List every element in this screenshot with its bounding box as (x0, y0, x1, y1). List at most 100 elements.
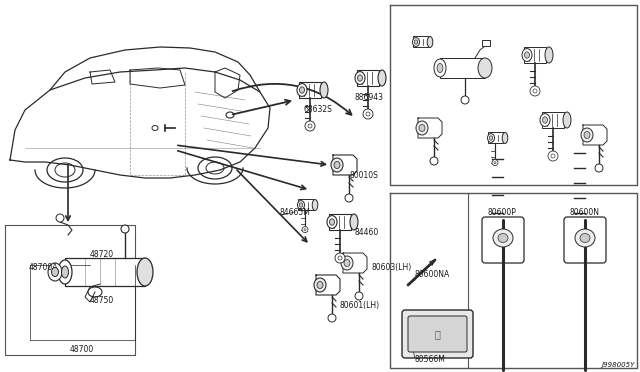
Ellipse shape (581, 128, 593, 142)
Ellipse shape (350, 214, 358, 230)
Circle shape (328, 314, 336, 322)
Ellipse shape (61, 266, 68, 278)
Ellipse shape (341, 256, 353, 270)
Circle shape (308, 124, 312, 128)
Ellipse shape (419, 125, 425, 131)
Ellipse shape (378, 70, 386, 86)
Circle shape (121, 225, 129, 233)
Ellipse shape (543, 117, 547, 123)
Text: 84665M: 84665M (280, 208, 311, 217)
Circle shape (355, 292, 363, 300)
Text: 80600NA: 80600NA (415, 270, 451, 279)
Ellipse shape (320, 82, 328, 98)
Ellipse shape (478, 58, 492, 78)
FancyBboxPatch shape (299, 82, 321, 98)
Ellipse shape (575, 229, 595, 247)
Ellipse shape (414, 40, 418, 44)
FancyBboxPatch shape (542, 112, 564, 128)
Ellipse shape (355, 71, 365, 84)
Ellipse shape (88, 287, 102, 297)
Circle shape (492, 160, 498, 166)
Text: 84460: 84460 (355, 228, 380, 237)
Text: 80601(LH): 80601(LH) (340, 301, 380, 310)
Circle shape (430, 157, 438, 165)
Ellipse shape (198, 157, 232, 179)
FancyBboxPatch shape (408, 316, 467, 352)
Ellipse shape (427, 36, 433, 48)
Circle shape (366, 112, 370, 116)
Text: 80010S: 80010S (350, 171, 379, 180)
Ellipse shape (525, 52, 529, 58)
Ellipse shape (51, 267, 58, 276)
Ellipse shape (416, 121, 428, 135)
Ellipse shape (580, 234, 590, 243)
Ellipse shape (563, 112, 571, 128)
Polygon shape (333, 155, 357, 175)
Text: 48720: 48720 (90, 250, 114, 259)
Polygon shape (343, 253, 367, 273)
Circle shape (335, 253, 345, 263)
FancyBboxPatch shape (329, 214, 351, 230)
FancyBboxPatch shape (65, 258, 145, 286)
FancyBboxPatch shape (440, 58, 485, 78)
FancyBboxPatch shape (482, 40, 490, 46)
Ellipse shape (330, 219, 335, 225)
Circle shape (304, 229, 306, 231)
Ellipse shape (55, 163, 75, 177)
FancyBboxPatch shape (524, 47, 546, 63)
Circle shape (548, 151, 558, 161)
FancyBboxPatch shape (564, 217, 606, 263)
Circle shape (302, 227, 308, 232)
Text: 48700: 48700 (70, 345, 94, 354)
Ellipse shape (358, 75, 362, 81)
Ellipse shape (298, 201, 305, 209)
Circle shape (305, 121, 315, 131)
Ellipse shape (334, 161, 340, 169)
Ellipse shape (522, 49, 532, 61)
Ellipse shape (312, 199, 318, 211)
Ellipse shape (493, 229, 513, 247)
Ellipse shape (226, 112, 234, 118)
Ellipse shape (584, 131, 590, 138)
Ellipse shape (489, 136, 493, 140)
Circle shape (530, 86, 540, 96)
Ellipse shape (434, 59, 446, 77)
Ellipse shape (300, 203, 303, 207)
Ellipse shape (317, 282, 323, 289)
Circle shape (494, 161, 496, 164)
Text: 48750: 48750 (90, 296, 115, 305)
FancyBboxPatch shape (413, 36, 428, 47)
Polygon shape (583, 125, 607, 145)
Ellipse shape (206, 162, 224, 174)
Polygon shape (418, 118, 442, 138)
Text: ⬥: ⬥ (434, 329, 440, 339)
Text: J998005Y: J998005Y (602, 362, 635, 368)
Circle shape (551, 154, 555, 158)
FancyBboxPatch shape (402, 310, 473, 358)
FancyBboxPatch shape (357, 70, 379, 86)
Circle shape (595, 164, 603, 172)
Ellipse shape (314, 278, 326, 292)
Circle shape (461, 96, 469, 104)
Ellipse shape (331, 158, 343, 172)
FancyBboxPatch shape (488, 132, 503, 143)
Ellipse shape (297, 84, 307, 96)
Ellipse shape (152, 125, 158, 131)
Circle shape (345, 194, 353, 202)
Text: 80603(LH): 80603(LH) (372, 263, 412, 272)
Ellipse shape (413, 38, 419, 46)
Text: 80600P: 80600P (488, 208, 517, 217)
Ellipse shape (545, 47, 553, 63)
Circle shape (363, 109, 373, 119)
Ellipse shape (137, 258, 153, 286)
Ellipse shape (327, 216, 337, 228)
Ellipse shape (488, 134, 495, 142)
Polygon shape (316, 275, 340, 295)
Ellipse shape (47, 158, 83, 182)
FancyBboxPatch shape (482, 217, 524, 263)
Ellipse shape (344, 260, 350, 266)
Text: 80566M: 80566M (415, 355, 446, 364)
Circle shape (338, 256, 342, 260)
Text: 886943: 886943 (355, 93, 384, 102)
Text: 48700A: 48700A (29, 263, 58, 272)
